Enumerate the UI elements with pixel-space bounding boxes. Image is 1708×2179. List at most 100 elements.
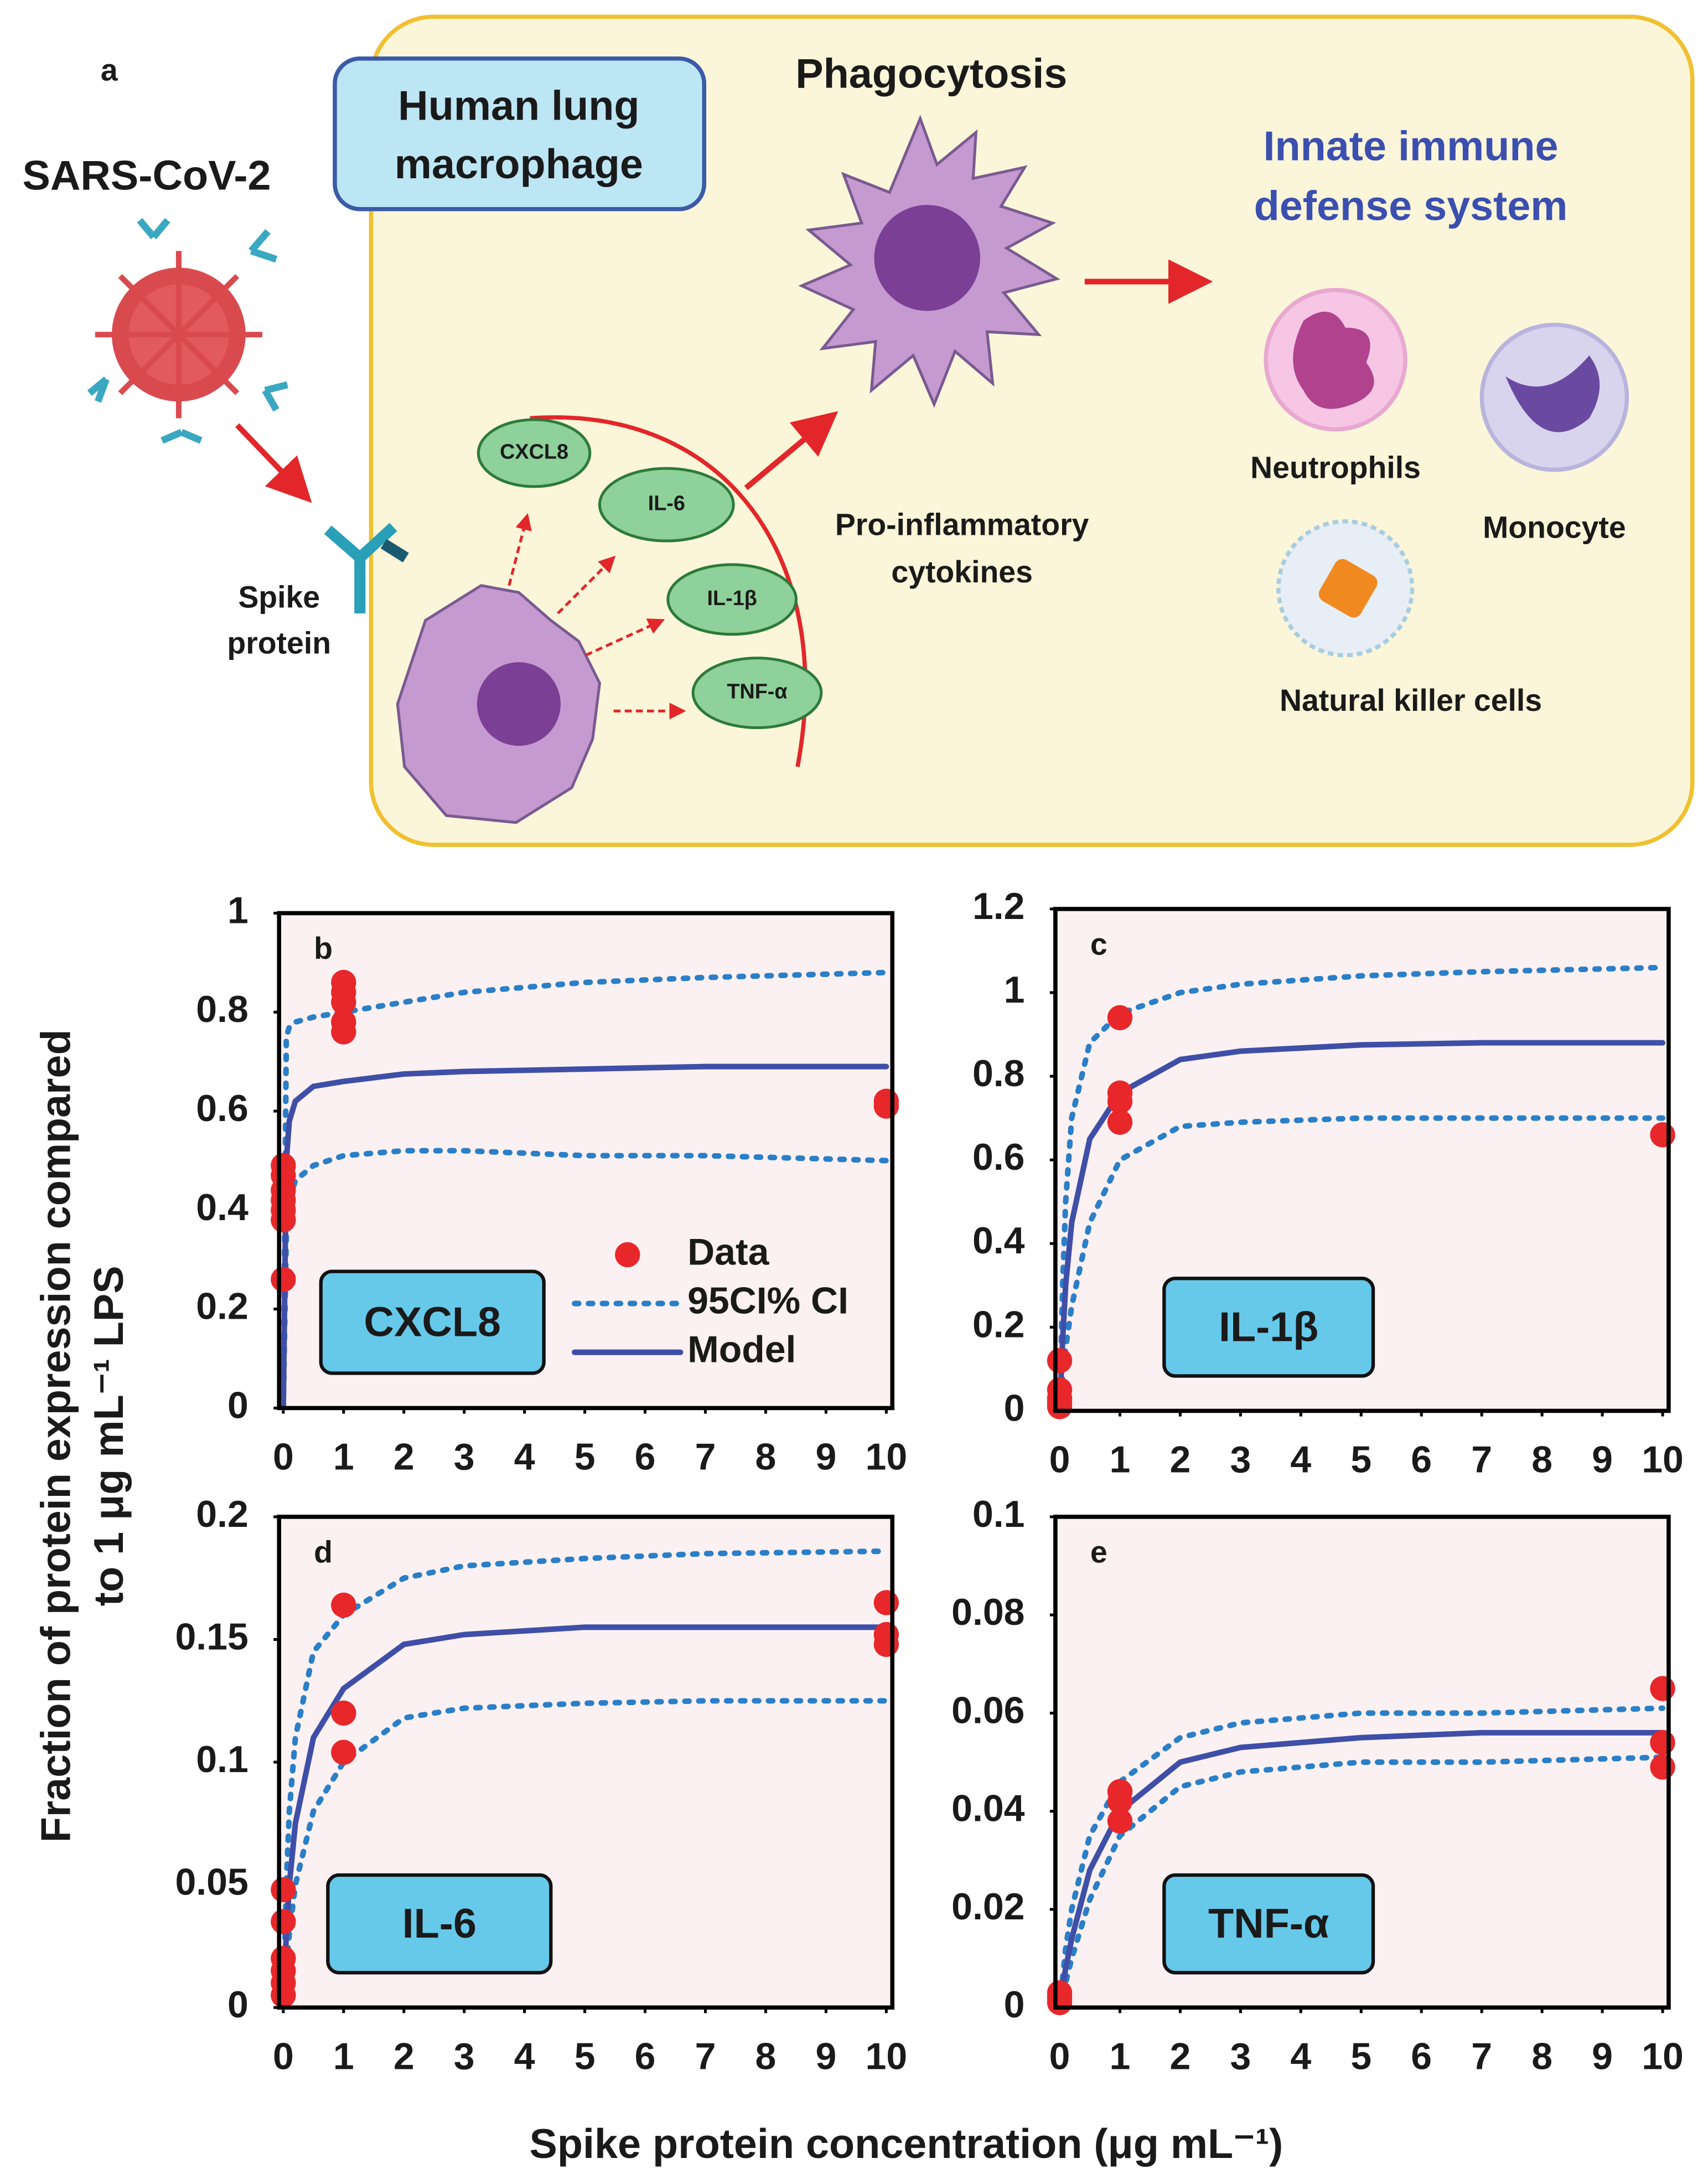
y-axis-label: to 1 μg mL⁻¹ LPS (86, 1266, 132, 1606)
y-tick-label: 0.05 (175, 1861, 248, 1903)
spike-icon (324, 523, 409, 614)
x-tick-label: 8 (1531, 1439, 1552, 1481)
x-tick-label: 8 (755, 1436, 777, 1478)
y-axis-label: Fraction of protein expression compared (33, 1029, 79, 1842)
label-box (326, 1873, 553, 1975)
y-tick-label: 0.06 (951, 1689, 1024, 1731)
x-tick-label: 3 (454, 2035, 475, 2077)
data-point (331, 1009, 356, 1035)
x-tick-label: 0 (1049, 2035, 1070, 2077)
x-tick-label: 3 (1230, 1439, 1251, 1481)
arrow (235, 423, 312, 503)
label-box (1162, 1277, 1375, 1378)
y-tick-label: 0.4 (972, 1220, 1025, 1262)
data-point (1650, 1122, 1675, 1148)
x-tick-label: 10 (866, 2035, 908, 2077)
data-point (1047, 1980, 1073, 2006)
panel-label: c (1090, 927, 1107, 962)
x-tick-label: 5 (574, 1436, 596, 1478)
label-box-text: IL-1β (1219, 1304, 1318, 1350)
data-point (331, 1739, 356, 1765)
y-tick-label: 0.8 (196, 988, 249, 1030)
cytokines-label: cytokines (891, 555, 1033, 589)
y-tick-label: 0.1 (196, 1738, 249, 1780)
legend-label: Model (687, 1329, 796, 1371)
x-axis-label: Spike protein concentration (μg mL⁻¹) (530, 2121, 1283, 2167)
plot-border (1053, 907, 1671, 1413)
plot-border (277, 1515, 895, 2010)
x-tick-label: 8 (1531, 2035, 1552, 2077)
y-tick-label: 0.15 (175, 1615, 248, 1658)
data-point (1047, 1394, 1073, 1419)
innate-label: Innate immune (1264, 123, 1559, 169)
spike-label: Spike (238, 580, 320, 614)
monocyte-label: Monocyte (1483, 510, 1626, 545)
x-tick-label: 9 (816, 2035, 837, 2077)
x-tick-label: 5 (1350, 1439, 1371, 1481)
cell-box-label: Human lung (398, 82, 639, 129)
cytokine: IL-1β (707, 587, 757, 610)
data-point (873, 1088, 899, 1114)
y-tick-label: 0 (1004, 1984, 1025, 2026)
x-tick-label: 8 (755, 2035, 777, 2077)
x-tick-label: 1 (333, 1436, 354, 1478)
x-tick-label: 6 (635, 1436, 656, 1478)
data-point (1107, 1005, 1133, 1030)
data-point (331, 1700, 356, 1726)
panel-label: b (314, 931, 333, 965)
x-tick-label: 6 (1411, 2035, 1432, 2077)
data-point (1107, 1808, 1133, 1834)
x-tick-label: 7 (695, 2035, 716, 2077)
cytokines: CXCL8 IL-6 IL-1β TNF-α (477, 418, 823, 730)
cytokines-label: Pro-inflammatory (835, 508, 1089, 542)
data-point (873, 1631, 899, 1657)
x-tick-label: 2 (394, 1436, 415, 1478)
y-tick-label: 0.04 (951, 1788, 1025, 1830)
y-tick-label: 1 (1004, 969, 1025, 1011)
x-tick-label: 2 (394, 2035, 415, 2077)
label-box (319, 1269, 546, 1375)
data-point (331, 1592, 356, 1618)
x-tick-label: 4 (514, 1436, 535, 1478)
y-tick-label: 0.2 (196, 1493, 249, 1535)
x-tick-label: 0 (1049, 1439, 1070, 1481)
x-tick-label: 0 (273, 1436, 294, 1478)
x-tick-label: 4 (1290, 1439, 1311, 1481)
nucleus (874, 205, 980, 311)
x-tick-label: 6 (635, 2035, 656, 2077)
diagram: a SARS-CoV-2 Spike protein Human lung ma… (22, 14, 1695, 847)
y-tick-label: 0.6 (972, 1136, 1025, 1178)
y-tick-label: 1.2 (972, 885, 1025, 927)
cytokine: CXCL8 (500, 440, 568, 463)
x-tick-label: 7 (1471, 1439, 1492, 1481)
y-tick-label: 1 (227, 889, 249, 931)
y-tick-label: 0.02 (951, 1886, 1024, 1928)
x-tick-label: 9 (1592, 1439, 1613, 1481)
data-point (1650, 1676, 1675, 1701)
y-tick-label: 0 (227, 1984, 249, 2026)
x-tick-label: 10 (866, 1436, 908, 1478)
x-tick-label: 5 (574, 2035, 596, 2077)
data-point (271, 1877, 296, 1903)
y-tick-label: 0.2 (972, 1303, 1025, 1345)
data-point (1107, 1088, 1133, 1114)
y-tick-label: 0.4 (196, 1186, 249, 1228)
data-point (271, 1153, 296, 1179)
y-tick-label: 0 (1004, 1387, 1025, 1429)
neutrophil-nucleus (1293, 312, 1374, 409)
virus (87, 218, 288, 444)
y-tick-label: 0.1 (972, 1493, 1025, 1535)
data-point (1107, 1789, 1133, 1814)
arrow (744, 411, 839, 490)
ci-line (1057, 964, 1666, 1414)
data-point (271, 1982, 296, 2008)
data-point (1047, 1348, 1073, 1374)
x-tick-label: 0 (273, 2035, 294, 2077)
cell-box (333, 56, 707, 211)
x-tick-label: 6 (1411, 1439, 1432, 1481)
panel-label: a (101, 53, 118, 87)
y-tick-label: 0.8 (972, 1052, 1025, 1094)
label-box-text: TNF-α (1208, 1901, 1329, 1947)
